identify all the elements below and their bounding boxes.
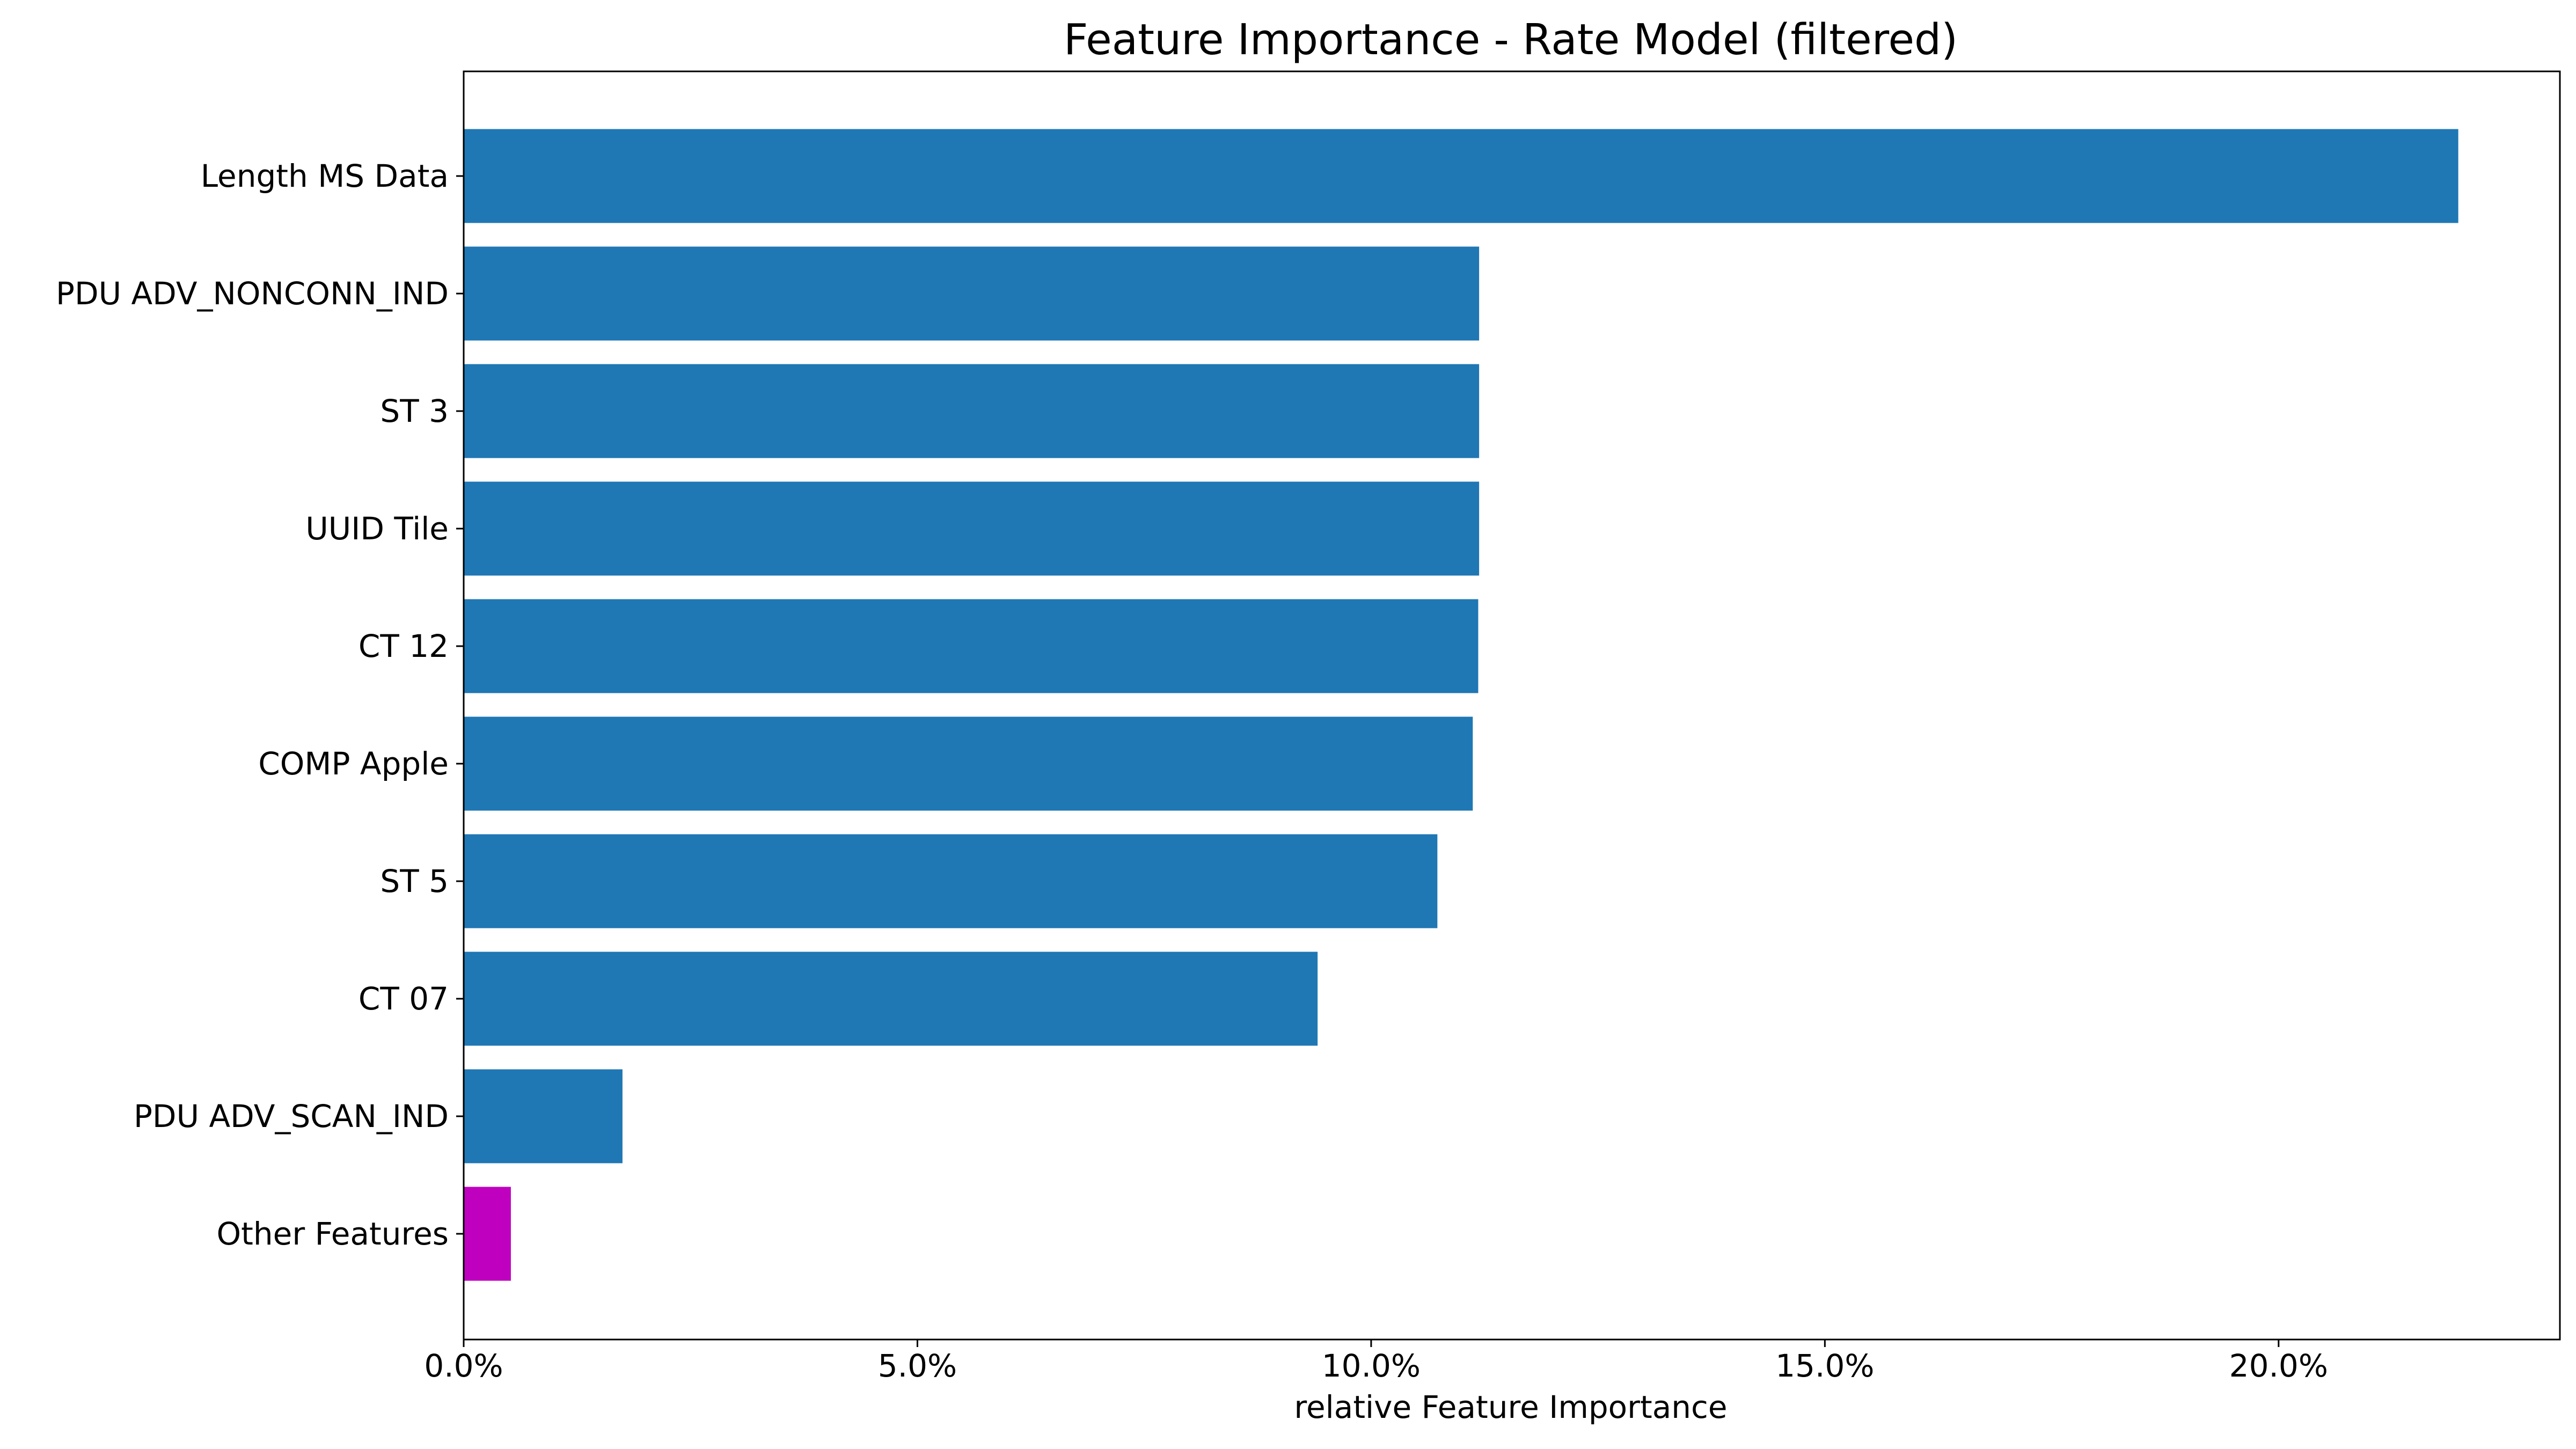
x-axis-ticks: 0.0% 5.0% 10.0% 15.0% 20.0% — [424, 1340, 2328, 1384]
bar-ct-07 — [464, 952, 1318, 1046]
x-tick-label: 10.0% — [1322, 1348, 1421, 1384]
bar-pdu-adv-scan-ind — [464, 1069, 623, 1163]
bars-layer — [464, 129, 2458, 1281]
y-tick-label-ct-07: CT 07 — [358, 980, 449, 1017]
bar-st-5 — [464, 834, 1438, 928]
y-tick-label-ct-12: CT 12 — [358, 628, 449, 664]
y-axis-ticks: Length MS Data PDU ADV_NONCONN_IND ST 3 UUI… — [56, 158, 464, 1252]
bar-ct-12 — [464, 599, 1479, 693]
bar-length-ms-data — [464, 129, 2458, 223]
x-tick-label: 20.0% — [2229, 1348, 2328, 1384]
chart-title: Feature Importance - Rate Model (filtere… — [1064, 15, 1958, 64]
y-tick-label-st-5: ST 5 — [380, 863, 449, 899]
bar-comp-apple — [464, 716, 1473, 811]
y-tick-label-uuid-tile: UUID Tile — [305, 510, 449, 547]
x-tick-label: 15.0% — [1775, 1348, 1874, 1384]
x-tick-label: 0.0% — [424, 1348, 503, 1384]
plot-frame — [463, 70, 2561, 1341]
bar-uuid-tile — [464, 481, 1480, 576]
y-tick-label-pdu-adv-nonconn-ind: PDU ADV_NONCONN_IND — [56, 275, 449, 312]
y-tick-label-length-ms-data: Length MS Data — [201, 158, 449, 194]
x-axis-label: relative Feature Importance — [1294, 1389, 1727, 1425]
bar-other-features — [464, 1187, 511, 1281]
y-tick-label-comp-apple: COMP Apple — [258, 745, 449, 782]
y-tick-label-st-3: ST 3 — [380, 393, 449, 429]
y-tick-label-pdu-adv-scan-ind: PDU ADV_SCAN_IND — [134, 1098, 449, 1135]
bar-st-3 — [464, 364, 1480, 458]
y-tick-label-other-features: Other Features — [216, 1216, 449, 1252]
bar-pdu-adv-nonconn-ind — [464, 246, 1480, 341]
x-tick-label: 5.0% — [878, 1348, 957, 1384]
